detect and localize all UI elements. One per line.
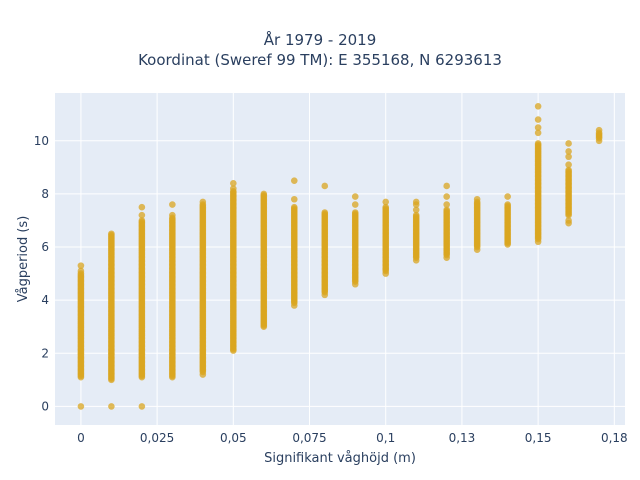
data-point [565,161,572,169]
plot-area [55,93,625,425]
data-point [260,190,268,198]
data-point [443,193,450,200]
data-point [351,201,359,208]
x-tick-label: 0,05 [220,431,247,445]
y-tick-label: 2 [41,346,49,360]
data-point [565,140,572,147]
data-point [230,180,237,187]
data-point [351,209,359,216]
y-axis-ticks: 0 2 4 6 8 10 [34,134,49,414]
data-point [108,403,115,410]
data-point [534,238,542,246]
data-point [77,262,85,269]
data-point [230,185,237,192]
x-tick-label: 0,075 [292,431,326,445]
data-point [169,201,176,208]
data-point [290,195,298,203]
y-tick-label: 10 [34,134,49,148]
x-tick-label: 0,18 [601,431,628,445]
data-point [504,193,511,200]
data-point [321,209,329,216]
data-point [473,195,481,203]
data-point [138,403,146,410]
data-point [382,198,390,206]
data-point [412,198,420,206]
y-tick-label: 4 [41,293,49,307]
data-point [290,302,298,309]
chart-title-line2: Koordinat (Sweref 99 TM): E 355168, N 62… [138,51,502,69]
data-point [595,137,603,145]
x-tick-label: 0 [77,431,85,445]
data-point [321,291,329,299]
x-tick-label: 0,025 [140,431,174,445]
data-point [534,124,542,131]
data-point [534,129,542,137]
data-point [290,177,298,184]
data-point [443,182,450,190]
chart-title-line1: År 1979 - 2019 [263,31,377,49]
data-point [321,182,329,190]
data-point [77,403,85,410]
data-point [290,203,298,211]
data-points [77,102,603,410]
data-point [565,148,572,155]
data-point [534,140,542,147]
y-axis-label: Vågperiod (s) [16,216,31,303]
y-tick-label: 8 [41,187,49,201]
data-point [108,230,115,238]
data-point [534,116,542,123]
data-point [565,153,572,161]
data-point [504,201,511,208]
data-point [443,201,450,208]
data-point [443,254,450,261]
data-point [199,198,207,206]
data-point [351,280,359,288]
data-point [443,206,450,214]
data-point [138,211,146,219]
data-point [382,203,390,211]
data-point [199,371,207,378]
x-tick-label: 0,15 [525,431,552,445]
y-tick-label: 0 [41,399,49,413]
data-point [534,102,542,110]
x-tick-label: 0,1 [376,431,395,445]
x-tick-label: 0,13 [449,431,476,445]
data-point [351,193,359,200]
data-point [565,166,572,174]
data-point [412,257,420,264]
data-point [412,206,420,214]
data-point [77,267,85,275]
x-axis-label: Signifikant våghöjd (m) [264,451,416,466]
data-point [138,203,146,211]
x-axis-ticks: 0 0,025 0,05 0,075 0,1 0,13 0,15 0,18 [77,431,628,445]
data-point [412,211,420,219]
data-point [169,211,176,219]
data-point [473,246,481,254]
data-point [138,217,146,224]
y-tick-label: 6 [41,240,49,254]
data-point [595,126,603,134]
data-point [565,217,572,224]
data-point [382,270,390,277]
